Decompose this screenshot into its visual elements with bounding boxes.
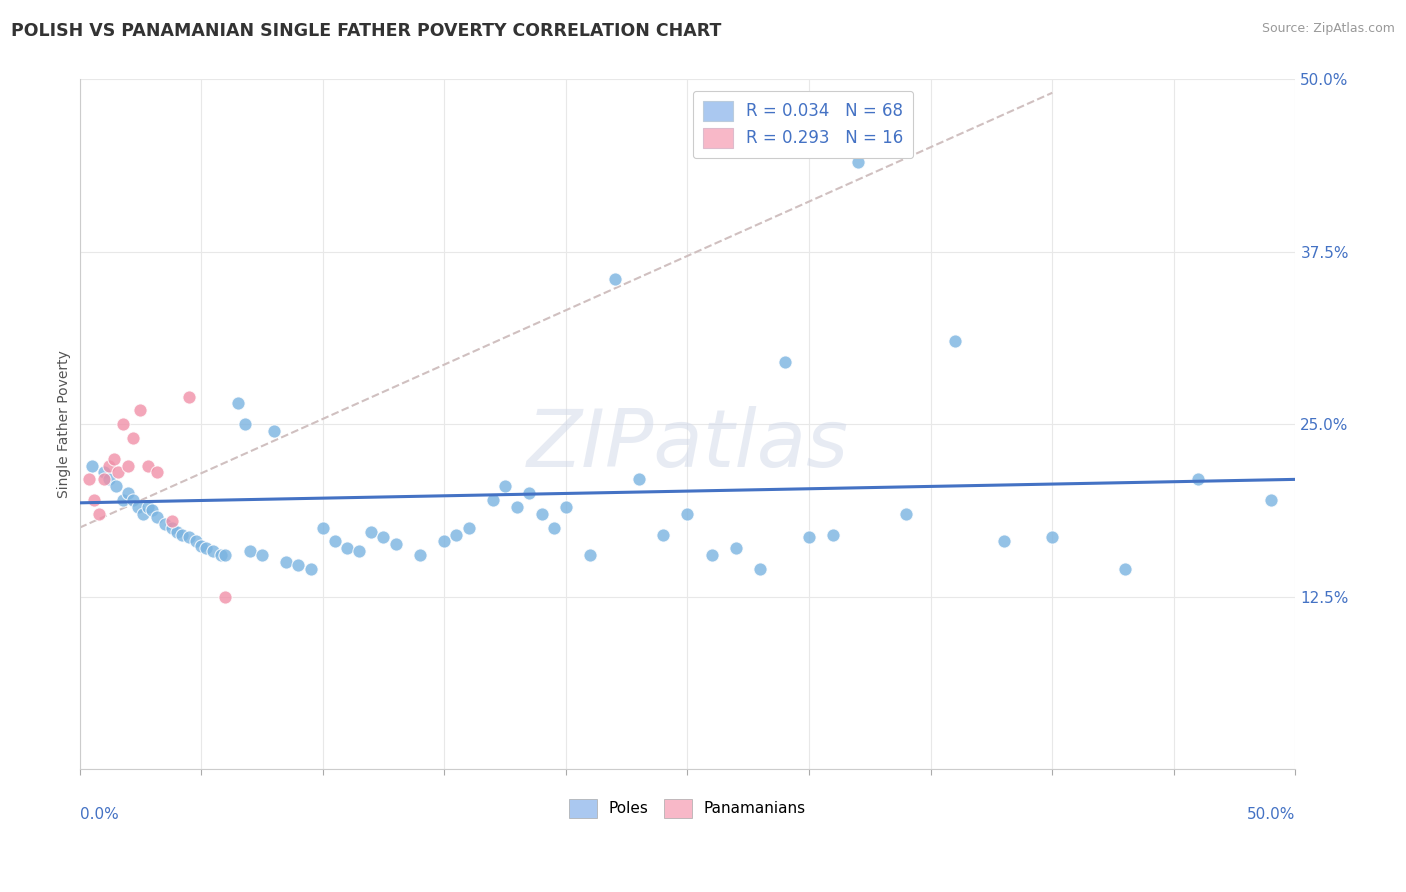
Point: [97, 472, 120, 486]
Point: [1260, 493, 1282, 508]
Point: [1187, 472, 1209, 486]
Point: [627, 472, 650, 486]
Point: [373, 530, 395, 544]
Point: [323, 534, 346, 549]
Point: [409, 549, 432, 563]
Point: [943, 334, 966, 349]
Point: [336, 541, 359, 556]
Point: [482, 493, 505, 508]
Point: [543, 521, 565, 535]
Point: [773, 355, 796, 369]
Point: [1040, 530, 1063, 544]
Point: [896, 507, 918, 521]
Point: [530, 507, 553, 521]
Point: [384, 537, 406, 551]
Point: [136, 500, 159, 514]
Point: [276, 555, 298, 569]
Point: [1114, 562, 1136, 576]
Point: [170, 527, 193, 541]
Point: [797, 530, 820, 544]
Point: [214, 590, 236, 604]
Point: [233, 417, 256, 431]
Point: [112, 417, 135, 431]
Point: [186, 534, 208, 549]
Text: 0.0%: 0.0%: [80, 807, 118, 822]
Point: [457, 521, 479, 535]
Point: [433, 534, 456, 549]
Legend: Poles, Panamanians: Poles, Panamanians: [562, 793, 811, 824]
Point: [993, 534, 1015, 549]
Point: [80, 458, 103, 473]
Point: [725, 541, 748, 556]
Point: [177, 530, 200, 544]
Point: [312, 521, 335, 535]
Point: [146, 466, 169, 480]
Text: Source: ZipAtlas.com: Source: ZipAtlas.com: [1261, 22, 1395, 36]
Point: [122, 431, 145, 445]
Point: [652, 527, 675, 541]
Point: [299, 562, 322, 576]
Point: [226, 396, 249, 410]
Point: [132, 507, 155, 521]
Point: [519, 486, 541, 500]
Text: 50.0%: 50.0%: [1247, 807, 1295, 822]
Point: [129, 403, 152, 417]
Point: [177, 390, 200, 404]
Point: [287, 558, 309, 572]
Point: [214, 549, 236, 563]
Point: [494, 479, 516, 493]
Point: [112, 493, 135, 508]
Point: [506, 500, 529, 514]
Point: [93, 472, 115, 486]
Point: [160, 514, 183, 528]
Point: [554, 500, 576, 514]
Point: [87, 507, 110, 521]
Point: [360, 524, 382, 539]
Point: [250, 549, 273, 563]
Point: [83, 493, 105, 508]
Point: [122, 493, 145, 508]
Point: [103, 451, 125, 466]
Point: [117, 486, 139, 500]
Point: [107, 466, 129, 480]
Point: [141, 502, 163, 516]
Point: [104, 479, 127, 493]
Point: [97, 458, 120, 473]
Point: [239, 544, 262, 558]
Text: POLISH VS PANAMANIAN SINGLE FATHER POVERTY CORRELATION CHART: POLISH VS PANAMANIAN SINGLE FATHER POVER…: [11, 22, 721, 40]
Point: [202, 544, 225, 558]
Point: [700, 549, 723, 563]
Point: [77, 472, 100, 486]
Point: [446, 527, 468, 541]
Point: [263, 424, 285, 438]
Text: ZIPatlas: ZIPatlas: [526, 406, 849, 483]
Point: [579, 549, 602, 563]
Point: [209, 549, 232, 563]
Point: [127, 500, 149, 514]
Point: [160, 521, 183, 535]
Point: [146, 509, 169, 524]
Point: [93, 466, 115, 480]
Point: [190, 539, 212, 553]
Point: [194, 541, 217, 556]
Point: [823, 527, 845, 541]
Point: [603, 272, 626, 286]
Point: [166, 524, 188, 539]
Point: [347, 544, 370, 558]
Point: [846, 154, 869, 169]
Point: [153, 516, 176, 531]
Point: [749, 562, 772, 576]
Point: [117, 458, 139, 473]
Y-axis label: Single Father Poverty: Single Father Poverty: [58, 351, 72, 498]
Point: [136, 458, 159, 473]
Point: [676, 507, 699, 521]
